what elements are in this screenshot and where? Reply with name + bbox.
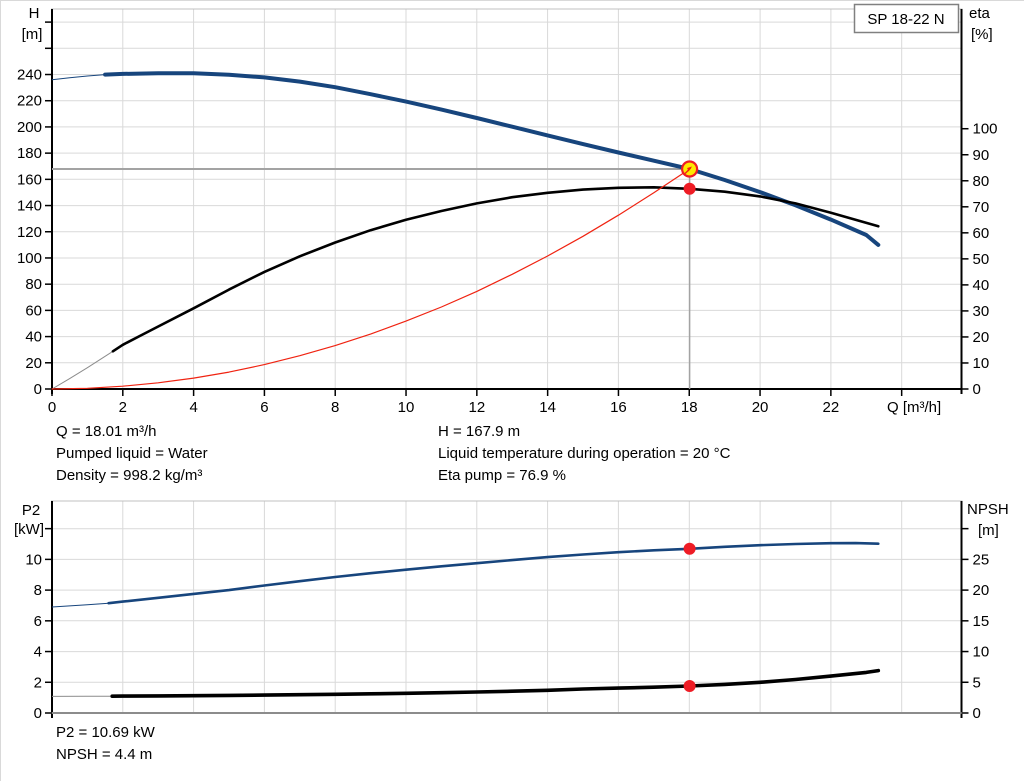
svg-text:5: 5 <box>973 674 981 691</box>
x-axis-title: Q [m³/h] <box>887 399 941 416</box>
svg-text:10: 10 <box>973 644 990 661</box>
svg-text:20: 20 <box>25 355 42 372</box>
axis-tick-labels: 0204060801001201401601802002202400102030… <box>17 67 998 416</box>
annotation-block-left: Q = 18.01 m³/h Pumped liquid = Water Den… <box>56 421 208 487</box>
p2-npsh-chart: 0 2 4 6 8 10 0 5 10 15 20 25 P2 [kW] NPSH [m] <box>14 500 1009 722</box>
svg-text:16: 16 <box>610 399 627 416</box>
marker-npsh-point <box>683 680 696 692</box>
axis-tick-labels: 0 2 4 6 8 10 0 5 10 15 20 25 <box>25 551 989 722</box>
svg-text:10: 10 <box>25 551 42 568</box>
annotation-pumped-liquid: Pumped liquid = Water <box>56 445 208 462</box>
svg-text:40: 40 <box>973 277 990 294</box>
qh-eta-chart: 0204060801001201401601802002202400102030… <box>17 3 998 416</box>
svg-text:18: 18 <box>681 399 698 416</box>
series-npsh <box>51 668 881 698</box>
annotation-p2: P2 = 10.69 kW <box>56 724 155 741</box>
series-system-curve <box>51 168 691 390</box>
svg-text:2: 2 <box>34 674 42 691</box>
svg-text:22: 22 <box>823 399 840 416</box>
svg-text:30: 30 <box>973 303 990 320</box>
left-axis-title-line1: P2 <box>22 502 40 519</box>
operating-guides <box>52 167 691 389</box>
right-axis-title-line1: NPSH <box>967 501 1009 518</box>
gridlines <box>52 9 962 389</box>
svg-text:0: 0 <box>973 705 981 722</box>
svg-text:80: 80 <box>973 173 990 190</box>
svg-text:10: 10 <box>973 355 990 372</box>
svg-text:20: 20 <box>973 329 990 346</box>
marker-eta-point <box>683 182 696 195</box>
annotation-block-bottom: P2 = 10.69 kW NPSH = 4.4 m <box>56 722 155 766</box>
pump-type-box: SP 18-22 N <box>853 3 960 34</box>
annotation-density: Density = 998.2 kg/m³ <box>56 467 203 484</box>
annotation-block-right: H = 167.9 m Liquid temperature during op… <box>438 421 730 487</box>
svg-text:20: 20 <box>752 399 769 416</box>
annotation-head: H = 167.9 m <box>438 423 521 440</box>
svg-text:90: 90 <box>973 147 990 164</box>
right-axis-title-line1: eta <box>969 5 991 22</box>
svg-text:40: 40 <box>25 329 42 346</box>
svg-text:2: 2 <box>119 399 127 416</box>
svg-text:12: 12 <box>468 399 485 416</box>
svg-text:0: 0 <box>34 381 42 398</box>
svg-text:0: 0 <box>48 399 56 416</box>
marker-duty-point <box>680 160 699 178</box>
svg-text:240: 240 <box>17 67 42 84</box>
svg-text:20: 20 <box>973 582 990 599</box>
svg-text:14: 14 <box>539 399 556 416</box>
plot-borders <box>51 8 963 394</box>
axis-ticks <box>45 21 969 396</box>
svg-text:8: 8 <box>34 582 42 599</box>
annotation-flow: Q = 18.01 m³/h <box>56 423 157 440</box>
svg-text:50: 50 <box>973 251 990 268</box>
left-axis-title-line1: H <box>29 5 40 22</box>
plot-borders <box>51 500 963 718</box>
svg-text:4: 4 <box>189 399 197 416</box>
svg-text:120: 120 <box>17 224 42 241</box>
svg-text:10: 10 <box>398 399 415 416</box>
marker-p2-point <box>683 542 696 555</box>
left-axis-title-line2: [m] <box>22 26 43 43</box>
svg-text:220: 220 <box>17 93 42 110</box>
svg-text:25: 25 <box>973 551 990 568</box>
svg-text:140: 140 <box>17 198 42 215</box>
gridlines <box>52 501 962 713</box>
annotation-eta: Eta pump = 76.9 % <box>438 467 566 484</box>
svg-text:180: 180 <box>17 145 42 162</box>
svg-text:160: 160 <box>17 171 42 188</box>
svg-text:70: 70 <box>973 199 990 216</box>
pump-type-label: SP 18-22 N <box>867 11 944 28</box>
svg-text:4: 4 <box>34 644 42 661</box>
series-head <box>51 71 881 247</box>
series-efficiency <box>51 186 880 390</box>
svg-text:15: 15 <box>973 613 990 630</box>
svg-text:0: 0 <box>34 705 42 722</box>
series-p2 <box>51 541 880 608</box>
right-axis-title-line2: [m] <box>978 522 999 539</box>
annotation-npsh: NPSH = 4.4 m <box>56 746 153 763</box>
axis-ticks <box>45 527 969 714</box>
left-axis-title-line2: [kW] <box>14 521 44 538</box>
svg-text:60: 60 <box>25 302 42 319</box>
svg-text:100: 100 <box>973 121 998 138</box>
svg-text:0: 0 <box>973 381 981 398</box>
annotation-temperature: Liquid temperature during operation = 20… <box>438 445 731 462</box>
svg-text:60: 60 <box>973 225 990 242</box>
svg-text:8: 8 <box>331 399 339 416</box>
right-axis-title-line2: [%] <box>971 26 993 43</box>
svg-text:6: 6 <box>34 613 42 630</box>
svg-text:80: 80 <box>25 276 42 293</box>
svg-text:6: 6 <box>260 399 268 416</box>
svg-text:200: 200 <box>17 119 42 136</box>
svg-text:100: 100 <box>17 250 42 267</box>
